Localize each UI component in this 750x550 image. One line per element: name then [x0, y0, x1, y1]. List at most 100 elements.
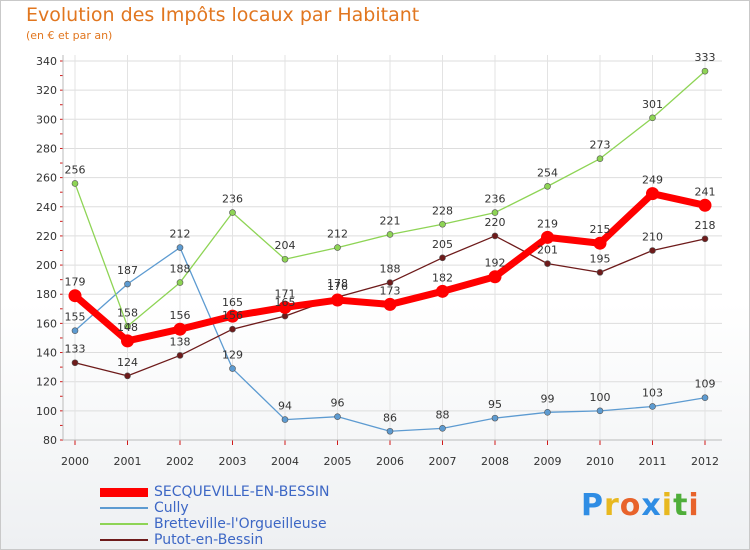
- data-point-bretteville-l-orgueilleuse-2011: [649, 114, 656, 122]
- data-point-putot-en-bessin-2003: [229, 325, 236, 333]
- data-label-secqueville-en-bessin-2002: 156: [170, 309, 191, 322]
- y-tick-label-160: 160: [36, 317, 57, 330]
- data-point-cully-2004: [281, 416, 289, 423]
- x-tick-label-2004: 2004: [271, 455, 299, 468]
- data-point-secqueville-en-bessin-2009: [541, 230, 554, 244]
- y-tick-label-100: 100: [36, 405, 57, 418]
- data-label-secqueville-en-bessin-2008: 192: [485, 257, 506, 270]
- data-point-putot-en-bessin-2004: [281, 312, 289, 320]
- data-point-cully-2011: [649, 403, 656, 410]
- data-point-bretteville-l-orgueilleuse-2002: [176, 279, 184, 286]
- data-point-bretteville-l-orgueilleuse-2007: [439, 220, 446, 228]
- data-label-bretteville-l-orgueilleuse-2006: 221: [380, 214, 401, 227]
- x-tick-label-2000: 2000: [61, 455, 89, 468]
- data-label-cully-2008: 95: [488, 398, 502, 411]
- data-label-putot-en-bessin-2012: 218: [695, 219, 716, 232]
- legend-label-cully: Cully: [154, 500, 189, 516]
- legend-swatch-secqueville: [100, 487, 148, 497]
- data-label-bretteville-l-orgueilleuse-2011: 301: [642, 98, 663, 111]
- data-label-putot-en-bessin-2003: 156: [222, 309, 243, 322]
- legend-item-secqueville: SECQUEVILLE-EN-BESSIN: [100, 484, 330, 500]
- data-point-secqueville-en-bessin-2005: [331, 293, 344, 307]
- data-point-putot-en-bessin-2006: [386, 279, 394, 286]
- data-label-bretteville-l-orgueilleuse-2008: 236: [485, 193, 506, 206]
- data-label-bretteville-l-orgueilleuse-2012: 333: [695, 51, 716, 64]
- data-point-cully-2010: [596, 407, 604, 415]
- legend-swatch-putot: [100, 539, 148, 541]
- chart-title: Evolution des Impôts locaux par Habitant: [26, 4, 420, 26]
- logo-letter: x: [641, 488, 662, 523]
- data-label-secqueville-en-bessin-2004: 171: [275, 287, 296, 300]
- x-tick-label-2001: 2001: [114, 455, 142, 468]
- x-tick-label-2007: 2007: [429, 455, 457, 468]
- data-label-secqueville-en-bessin-2003: 165: [222, 296, 243, 309]
- x-tick-label-2008: 2008: [481, 455, 509, 468]
- data-label-bretteville-l-orgueilleuse-2001: 158: [117, 306, 138, 319]
- y-tick-label-300: 300: [36, 113, 57, 126]
- data-label-secqueville-en-bessin-2000: 179: [65, 276, 86, 289]
- data-label-cully-2003: 129: [222, 349, 243, 362]
- data-point-bretteville-l-orgueilleuse-2006: [386, 231, 394, 238]
- data-label-cully-2012: 109: [695, 378, 716, 391]
- logo-letter: P: [581, 488, 604, 523]
- legend-item-cully: Cully: [100, 500, 330, 516]
- data-label-cully-2007: 88: [436, 408, 450, 421]
- data-point-bretteville-l-orgueilleuse-2008: [491, 209, 499, 216]
- data-point-bretteville-l-orgueilleuse-2004: [281, 255, 289, 263]
- y-tick-label-280: 280: [36, 142, 57, 155]
- data-point-bretteville-l-orgueilleuse-2005: [334, 244, 341, 251]
- data-label-putot-en-bessin-2002: 138: [170, 335, 191, 348]
- data-label-cully-2006: 86: [383, 411, 397, 424]
- logo-letter: t: [673, 488, 689, 523]
- data-label-secqueville-en-bessin-2012: 241: [695, 185, 716, 198]
- data-label-secqueville-en-bessin-2010: 215: [590, 223, 611, 236]
- data-point-secqueville-en-bessin-2008: [488, 270, 502, 284]
- data-point-secqueville-en-bessin-2007: [436, 284, 449, 298]
- data-label-secqueville-en-bessin-2005: 176: [327, 280, 348, 293]
- data-point-cully-2002: [176, 244, 184, 251]
- data-label-secqueville-en-bessin-2007: 182: [432, 271, 453, 284]
- data-point-putot-en-bessin-2010: [596, 269, 604, 276]
- data-point-bretteville-l-orgueilleuse-2003: [229, 209, 236, 216]
- y-tick-label-320: 320: [36, 84, 57, 97]
- x-tick-label-2006: 2006: [376, 455, 404, 468]
- data-label-bretteville-l-orgueilleuse-2007: 228: [432, 204, 453, 217]
- logo-letter: i: [688, 488, 700, 523]
- data-point-secqueville-en-bessin-2003: [226, 309, 239, 323]
- data-point-cully-2006: [386, 427, 394, 435]
- legend-swatch-cully: [100, 507, 148, 509]
- data-point-secqueville-en-bessin-2000: [68, 289, 82, 303]
- y-tick-label-260: 260: [36, 172, 57, 185]
- y-tick-label-140: 140: [36, 347, 57, 360]
- data-label-putot-en-bessin-2006: 188: [380, 263, 401, 276]
- y-tick-label-240: 240: [36, 201, 57, 214]
- data-label-secqueville-en-bessin-2009: 219: [537, 217, 558, 230]
- x-tick-label-2002: 2002: [166, 455, 194, 468]
- legend-label-secqueville: SECQUEVILLE-EN-BESSIN: [154, 484, 330, 500]
- data-point-putot-en-bessin-2002: [176, 352, 184, 359]
- data-point-bretteville-l-orgueilleuse-2012: [701, 67, 709, 75]
- data-point-cully-2000: [71, 327, 79, 334]
- x-tick-label-2010: 2010: [586, 455, 614, 468]
- data-point-bretteville-l-orgueilleuse-2000: [71, 180, 79, 187]
- data-label-secqueville-en-bessin-2006: 173: [380, 284, 401, 297]
- legend-item-putot: Putot-en-Bessin: [100, 532, 330, 548]
- y-tick-label-180: 180: [36, 288, 57, 301]
- logo-letter: r: [604, 488, 620, 523]
- data-point-secqueville-en-bessin-2006: [383, 297, 397, 311]
- data-point-putot-en-bessin-2007: [439, 254, 446, 262]
- data-point-cully-2001: [124, 280, 131, 288]
- data-point-secqueville-en-bessin-2012: [698, 198, 712, 212]
- data-point-cully-2007: [439, 425, 446, 432]
- data-label-cully-2000: 155: [65, 311, 86, 324]
- x-tick-label-2005: 2005: [324, 455, 352, 468]
- data-label-secqueville-en-bessin-2011: 249: [642, 174, 663, 187]
- data-point-bretteville-l-orgueilleuse-2001: [124, 322, 131, 330]
- data-label-secqueville-en-bessin-2001: 148: [117, 321, 138, 334]
- data-label-bretteville-l-orgueilleuse-2009: 254: [537, 166, 558, 179]
- data-label-cully-2004: 94: [278, 400, 292, 413]
- y-tick-label-200: 200: [36, 259, 57, 272]
- data-label-cully-2009: 99: [541, 392, 555, 405]
